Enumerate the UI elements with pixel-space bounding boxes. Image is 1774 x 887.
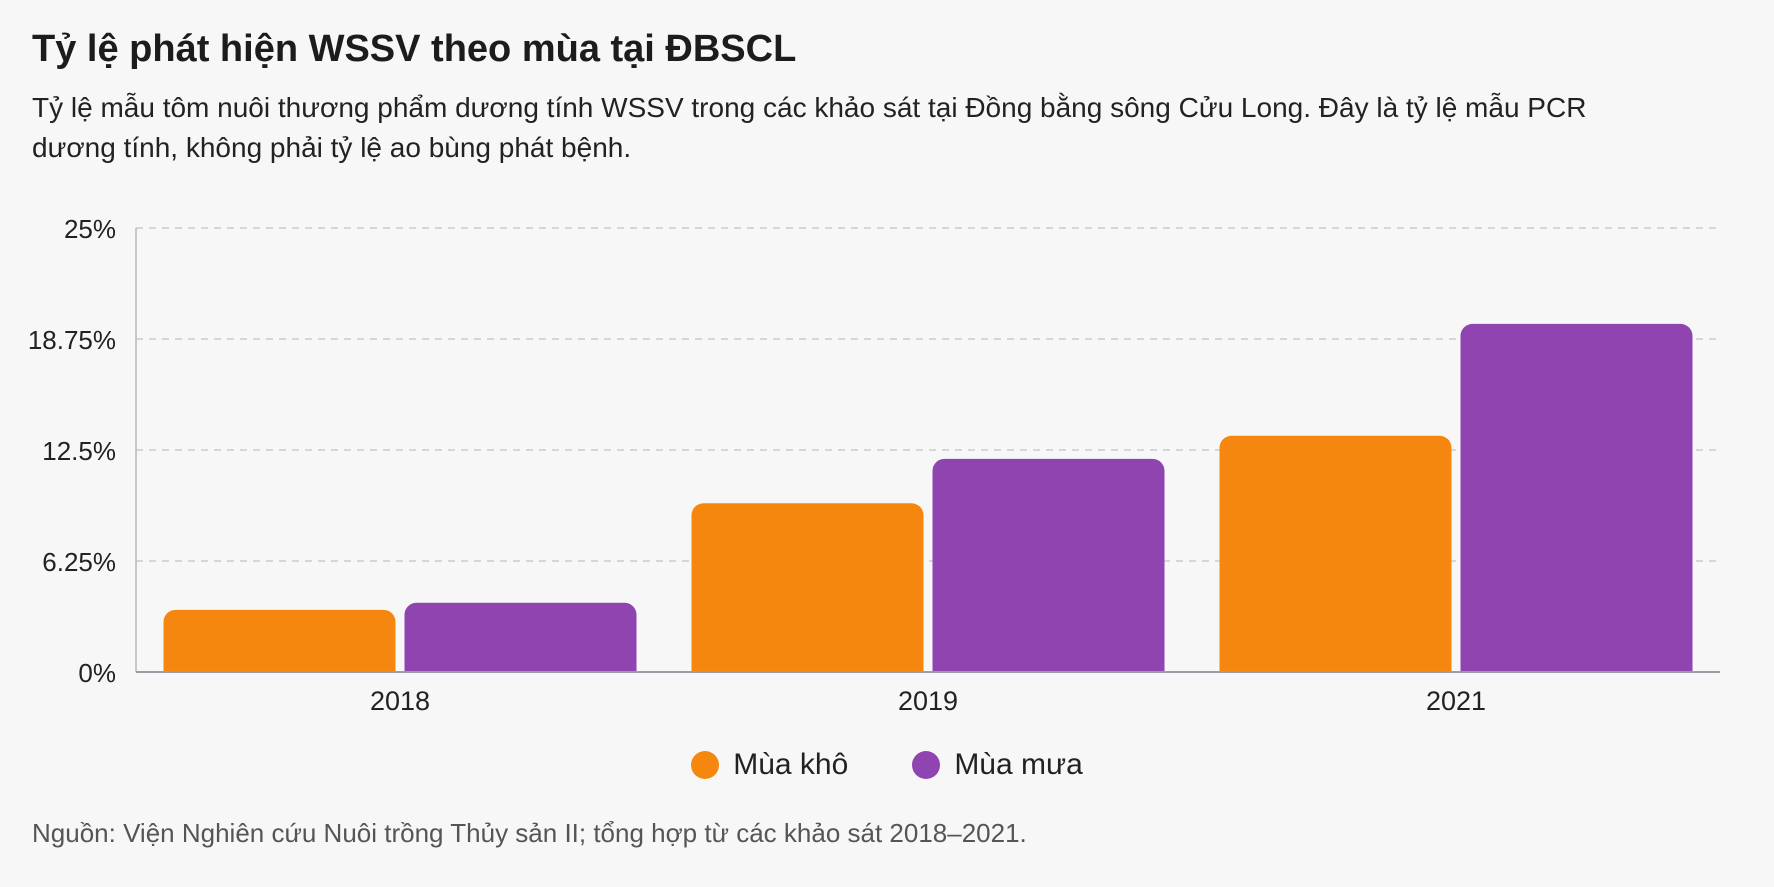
bar-base [163,660,396,672]
y-tick-label: 18.75% [28,325,116,355]
bar [1460,323,1693,672]
bar-base [404,660,637,672]
x-tick-label: 2018 [370,686,430,716]
chart-title: Tỷ lệ phát hiện WSSV theo mùa tại ĐBSCL [32,28,797,70]
chart-subtitle: Tỷ lệ mẫu tôm nuôi thương phẩm dương tín… [32,92,1587,163]
bar-base [1460,660,1693,672]
bar-base [932,660,1165,672]
source-note: Nguồn: Viện Nghiên cứu Nuôi trồng Thủy s… [32,818,1027,848]
y-tick-label: 0% [78,658,116,688]
bar [691,503,924,672]
y-tick-label: 6.25% [42,547,116,577]
legend: Mùa khô Mùa mưa [0,748,1774,782]
bar [932,458,1165,672]
bar [1219,435,1452,672]
bar [163,609,396,672]
legend-label-dry-season: Mùa khô [733,748,849,781]
bar-base [691,660,924,672]
legend-label-rainy-season: Mùa mưa [954,748,1083,781]
y-tick-label: 12.5% [42,436,116,466]
legend-item-dry-season: Mùa khô [691,748,848,782]
bar [404,602,637,672]
bar-chart: 0% 6.25% 12.5% 18.75% 25% 2018 2019 2021 [28,214,1720,716]
legend-item-rainy-season: Mùa mưa [912,748,1083,782]
x-tick-label: 2021 [1426,686,1486,716]
legend-swatch-rainy-season [912,751,941,779]
x-tick-label: 2019 [898,686,958,716]
bar-base [1219,660,1452,672]
legend-swatch-dry-season [691,751,720,779]
y-tick-label: 25% [64,214,116,244]
